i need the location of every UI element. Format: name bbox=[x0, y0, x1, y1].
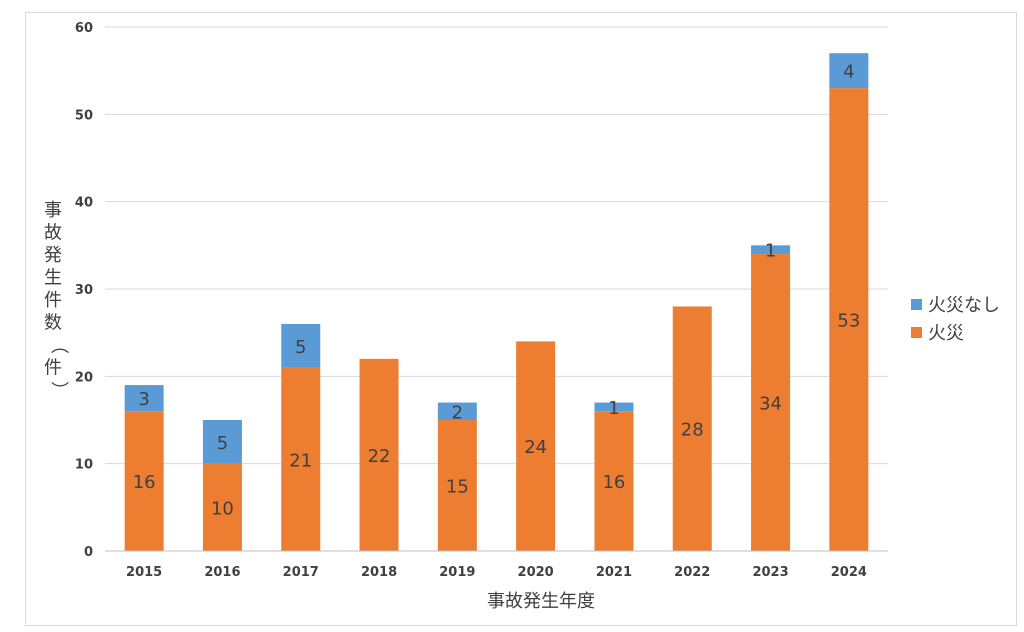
y-axis-title-char: 発 bbox=[44, 245, 62, 266]
bar-segment bbox=[516, 341, 556, 551]
bar-segment bbox=[829, 88, 869, 551]
bar-segment bbox=[281, 367, 321, 551]
x-tick-label: 2015 bbox=[126, 565, 162, 580]
x-tick-label: 2022 bbox=[674, 565, 710, 580]
bar-segment bbox=[751, 254, 791, 552]
bar-value-label: 15 bbox=[446, 477, 469, 498]
bar-value-label: 3 bbox=[138, 389, 149, 410]
bar-value-label: 1 bbox=[608, 398, 619, 419]
x-tick-label: 2018 bbox=[361, 565, 397, 580]
bar-value-label: 5 bbox=[295, 337, 306, 358]
x-tick-label: 2021 bbox=[596, 565, 632, 580]
y-tick-label: 0 bbox=[84, 545, 93, 560]
y-axis-ticks: 0 10 20 30 40 50 60 bbox=[75, 21, 93, 560]
x-tick-label: 2017 bbox=[283, 565, 319, 580]
bar-segment bbox=[672, 306, 712, 551]
bar-value-label: 34 bbox=[759, 394, 782, 415]
bar-segment bbox=[281, 323, 321, 368]
bar-value-label: 22 bbox=[368, 446, 391, 467]
bar-segment bbox=[124, 385, 164, 412]
x-tick-label: 2020 bbox=[518, 565, 554, 580]
y-tick-label: 10 bbox=[75, 458, 93, 473]
bar-segment bbox=[751, 245, 791, 255]
y-axis-title-char: 事 bbox=[44, 200, 62, 221]
y-axis-title-char: 件 bbox=[44, 290, 62, 311]
legend-swatch bbox=[911, 327, 922, 338]
y-tick-label: 20 bbox=[75, 370, 93, 385]
bar-value-label: 4 bbox=[843, 62, 854, 83]
x-tick-label: 2023 bbox=[752, 565, 788, 580]
bar-value-label: 5 bbox=[217, 433, 228, 454]
bar-segment bbox=[437, 402, 477, 420]
x-tick-label: 2019 bbox=[439, 565, 475, 580]
bar-value-label: 21 bbox=[289, 450, 312, 471]
y-tick-label: 50 bbox=[75, 108, 93, 123]
bar-value-label: 1 bbox=[765, 241, 776, 262]
data-labels: 16 3 10 5 21 5 22 15 2 24 16 1 28 34 1 53 4 bbox=[133, 62, 861, 520]
y-tick-label: 60 bbox=[75, 21, 93, 36]
bar-value-label: 16 bbox=[133, 472, 156, 493]
y-axis-title-char: 故 bbox=[44, 223, 62, 244]
x-axis-ticks: 2015 2016 2017 2018 2019 2020 2021 2022 2023 2024 bbox=[126, 565, 867, 580]
bar-value-label: 16 bbox=[602, 472, 625, 493]
bar-segment bbox=[202, 463, 242, 551]
bar-segment bbox=[594, 411, 634, 551]
legend-label: 火災 bbox=[928, 323, 964, 344]
bar-segment bbox=[594, 402, 634, 412]
y-axis-title-char: （ bbox=[48, 336, 69, 354]
y-tick-label: 30 bbox=[75, 283, 93, 298]
legend-swatch bbox=[911, 299, 922, 310]
bar-value-label: 2 bbox=[452, 402, 463, 423]
legend-label: 火災なし bbox=[928, 295, 1000, 316]
bar-value-label: 10 bbox=[211, 498, 234, 519]
bar-segment bbox=[124, 411, 164, 551]
y-axis-title-char: 数 bbox=[44, 313, 62, 334]
bar-value-label: 28 bbox=[681, 420, 704, 441]
x-tick-label: 2016 bbox=[204, 565, 240, 580]
y-tick-label: 40 bbox=[75, 196, 93, 211]
bar-value-label: 24 bbox=[524, 437, 547, 458]
bar-segment bbox=[359, 358, 399, 551]
bar-segment bbox=[829, 53, 869, 89]
x-axis-title: 事故発生年度 bbox=[487, 591, 595, 612]
bar-segment bbox=[202, 420, 242, 464]
bars bbox=[124, 53, 869, 552]
bar-value-label: 53 bbox=[837, 311, 860, 332]
bar-segment bbox=[437, 420, 477, 551]
y-axis-title-char: 件 bbox=[44, 358, 62, 379]
y-axis-title-char: ） bbox=[48, 381, 69, 399]
y-axis-title-char: 生 bbox=[44, 268, 62, 289]
x-tick-label: 2024 bbox=[831, 565, 867, 580]
